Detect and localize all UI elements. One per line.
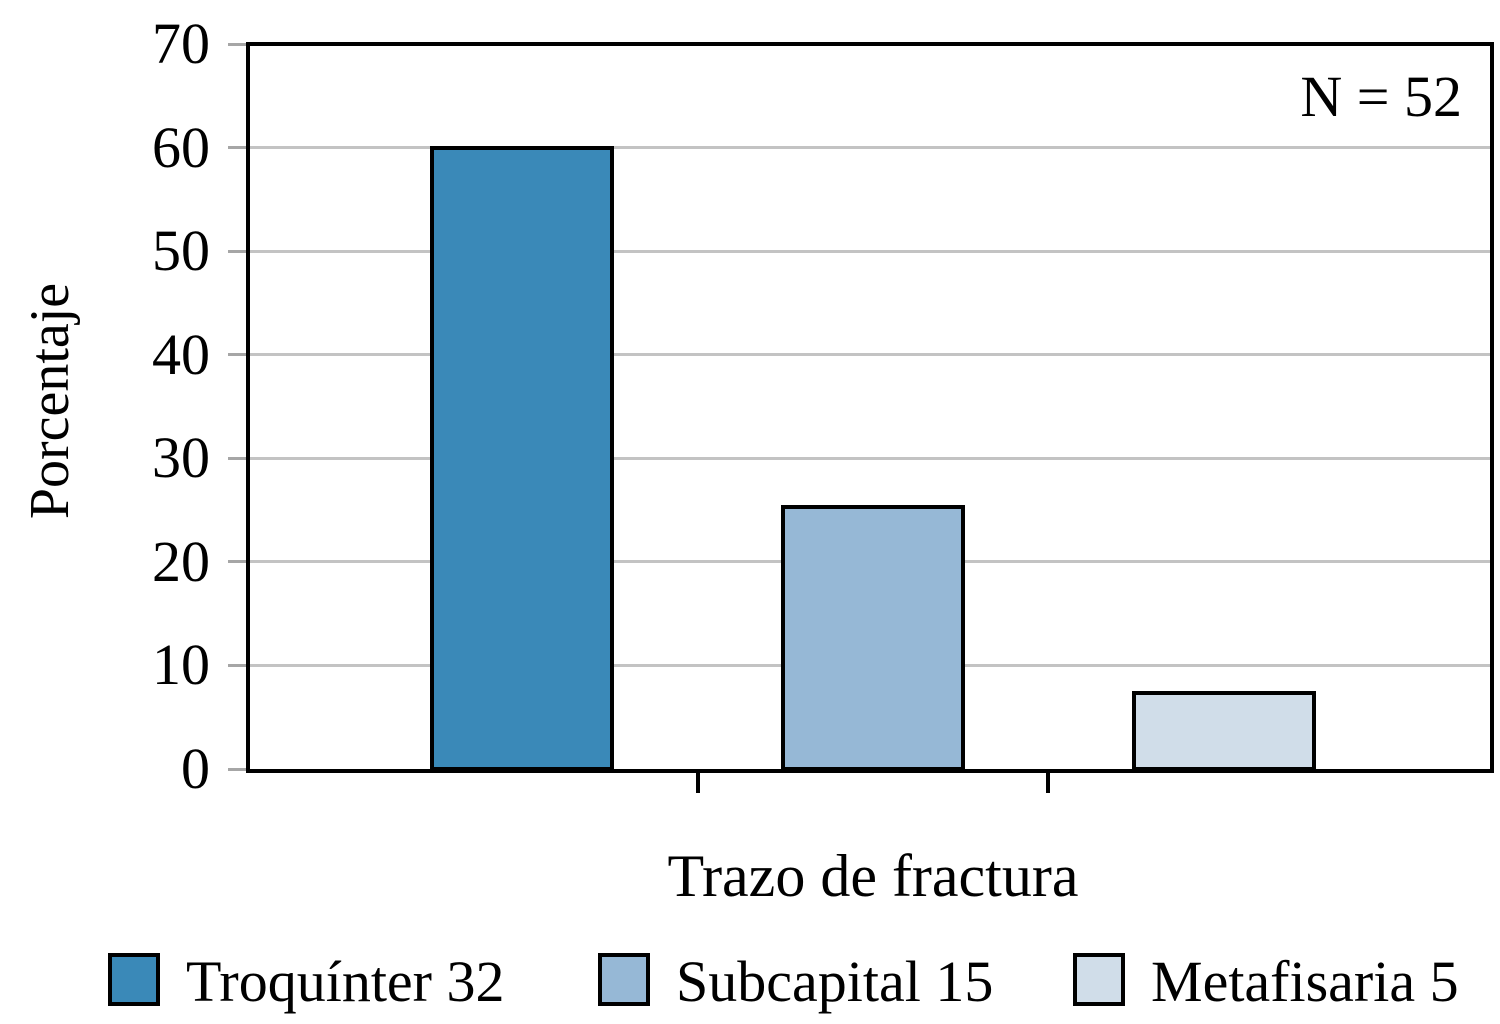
y-axis-tick: [228, 353, 246, 357]
y-axis-tick: [228, 249, 246, 253]
y-axis-tick: [228, 767, 246, 771]
bar-metafisaria: [1132, 691, 1316, 771]
legend-swatch: [1073, 953, 1125, 1006]
legend-label: Metafisaria 5: [1151, 949, 1459, 1014]
y-tick-label: 50: [152, 218, 210, 284]
y-tick-label: 40: [152, 321, 210, 387]
y-tick-label: 70: [152, 11, 210, 76]
y-axis-tick: [228, 456, 246, 460]
y-tick-label: 10: [152, 632, 210, 698]
x-axis-title: Trazo de fractura: [667, 843, 1079, 909]
y-axis-title: Porcentaje: [19, 282, 81, 520]
y-tick-label: 20: [152, 528, 210, 594]
y-tick-label: 60: [152, 114, 210, 180]
gridline: [250, 249, 1490, 253]
gridline: [250, 456, 1490, 460]
legend-swatch: [108, 953, 160, 1006]
y-axis-tick: [228, 560, 246, 564]
y-tick-label: 30: [152, 425, 210, 491]
legend-label: Troquínter 32: [186, 949, 505, 1014]
y-tick-label: 0: [181, 736, 210, 801]
bar-subcapital: [781, 504, 965, 771]
gridline: [250, 146, 1490, 150]
legend-label: Subcapital 15: [676, 949, 994, 1014]
x-axis-tick: [696, 771, 700, 793]
bar-troquínter: [430, 145, 614, 771]
gridline: [250, 353, 1490, 357]
legend-swatch: [598, 953, 650, 1006]
sample-size-annotation: N = 52: [1300, 64, 1462, 129]
y-axis-tick: [228, 42, 246, 46]
x-axis-tick: [1046, 771, 1050, 793]
y-axis-tick: [228, 663, 246, 667]
y-axis-tick: [228, 146, 246, 150]
